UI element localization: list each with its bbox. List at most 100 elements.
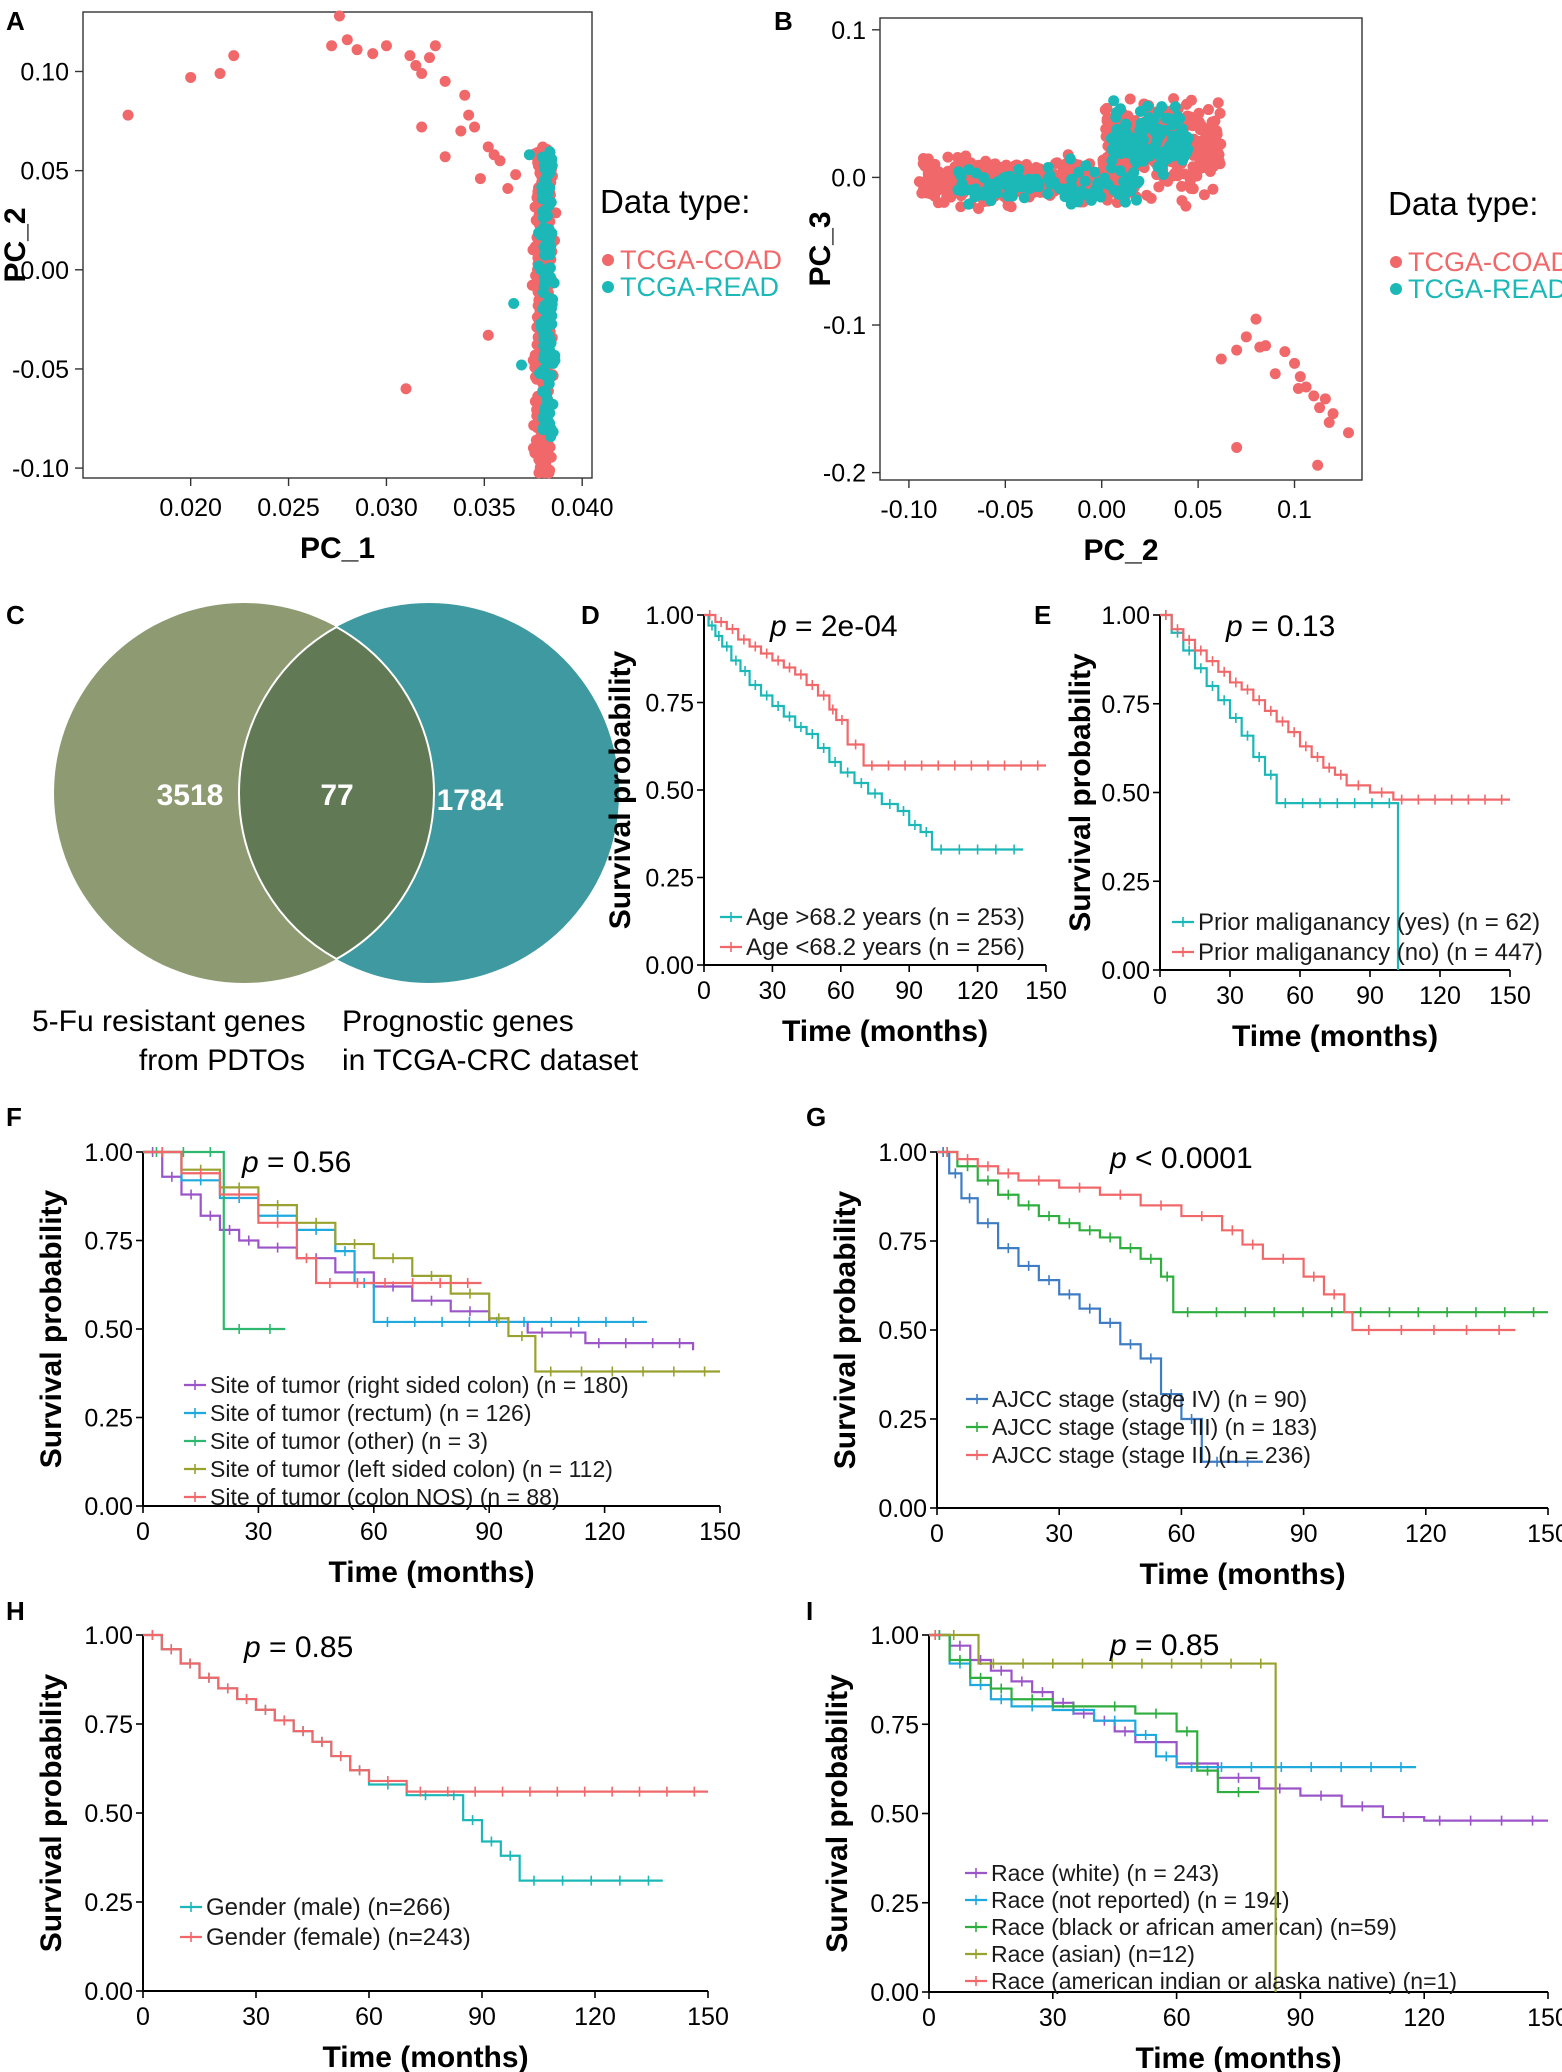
point-coad bbox=[929, 158, 941, 170]
point-coad bbox=[367, 48, 379, 60]
x-tick-label: 150 bbox=[687, 2003, 729, 2031]
point-read bbox=[1106, 144, 1118, 156]
panel-label: G bbox=[806, 1102, 826, 1132]
point-read bbox=[508, 297, 520, 309]
point-coad bbox=[502, 182, 514, 194]
point-read bbox=[536, 181, 548, 193]
point-coad bbox=[333, 10, 345, 22]
x-tick-label: 150 bbox=[1489, 982, 1531, 1010]
point-read bbox=[1130, 133, 1142, 145]
x-tick-label: 120 bbox=[957, 977, 999, 1005]
p-value-text: = 0.56 bbox=[259, 1146, 352, 1179]
point-coad bbox=[1314, 402, 1326, 414]
point-coad bbox=[494, 155, 506, 167]
x-tick-label: 90 bbox=[895, 977, 923, 1005]
point-coad bbox=[459, 89, 471, 101]
y-tick-label: 1.00 bbox=[1101, 602, 1150, 630]
legend-label: Race (white) (n = 243) bbox=[991, 1860, 1219, 1886]
point-coad bbox=[185, 71, 197, 83]
point-read bbox=[1169, 101, 1181, 113]
y-tick-label: -0.1 bbox=[823, 312, 866, 340]
y-axis-title: PC_2 bbox=[0, 207, 32, 282]
point-read bbox=[963, 198, 975, 210]
p-value-text: < 0.0001 bbox=[1127, 1142, 1253, 1175]
x-tick-label: 90 bbox=[1290, 1520, 1318, 1548]
survival-curve bbox=[929, 1633, 1277, 1992]
legend-label: Site of tumor (colon NOS) (n = 88) bbox=[210, 1484, 560, 1510]
x-tick-label: 150 bbox=[1025, 977, 1067, 1005]
y-tick-label: -0.10 bbox=[12, 455, 69, 483]
point-coad bbox=[400, 383, 412, 395]
x-tick-label: 30 bbox=[1045, 1520, 1073, 1548]
survival-curve bbox=[143, 1633, 708, 1793]
x-tick-label: 120 bbox=[1405, 1520, 1447, 1548]
point-read bbox=[1059, 191, 1071, 203]
y-tick-label: 0.50 bbox=[84, 1800, 133, 1828]
survival-curve bbox=[929, 1633, 1548, 1822]
point-coad bbox=[341, 34, 353, 46]
y-tick-label: 0.00 bbox=[878, 1495, 927, 1523]
point-read bbox=[1139, 123, 1151, 135]
point-coad bbox=[1231, 442, 1243, 454]
y-tick-label: 1.00 bbox=[870, 1622, 919, 1650]
panel-a: 0.020 0.025 0.030 0.035 0.040 0.10 0.05 0.00 -0.… bbox=[0, 6, 782, 565]
x-tick-label: 0.025 bbox=[257, 494, 320, 522]
point-coad bbox=[1187, 183, 1199, 195]
point-read bbox=[991, 176, 1003, 188]
point-read bbox=[1172, 110, 1184, 122]
point-coad bbox=[1319, 393, 1331, 405]
x-tick-label: 30 bbox=[244, 1518, 272, 1546]
point-coad bbox=[1005, 201, 1017, 213]
x-tick-label: 0 bbox=[930, 1520, 944, 1548]
point-read bbox=[1167, 130, 1179, 142]
x-tick-label: 30 bbox=[242, 2003, 270, 2031]
point-coad bbox=[1176, 180, 1188, 192]
y-axis-title: Survival probability bbox=[35, 1673, 68, 1952]
scatter-points bbox=[122, 10, 562, 479]
y-axis-title: Survival probability bbox=[829, 1190, 862, 1469]
point-read bbox=[1128, 166, 1140, 178]
venn-label-right-1: Prognostic genes bbox=[342, 1005, 574, 1038]
point-read bbox=[1080, 188, 1092, 200]
venn-count-right: 1784 bbox=[437, 784, 504, 817]
point-read bbox=[1121, 139, 1133, 151]
point-read bbox=[1044, 178, 1056, 190]
x-tick-label: 60 bbox=[355, 2003, 383, 2031]
point-coad bbox=[416, 67, 428, 79]
survival-curve bbox=[704, 613, 1024, 851]
x-axis-title: Time (months) bbox=[1232, 1020, 1438, 1053]
point-coad bbox=[463, 109, 475, 121]
point-coad bbox=[439, 75, 451, 87]
legend-label: Site of tumor (right sided colon) (n = 1… bbox=[210, 1372, 629, 1398]
point-coad bbox=[527, 442, 539, 454]
point-read bbox=[1134, 105, 1146, 117]
point-coad bbox=[1214, 158, 1226, 170]
legend-label-read: TCGA-READ bbox=[620, 272, 779, 302]
legend-label: Gender (male) (n=266) bbox=[206, 1894, 451, 1921]
survival-curve bbox=[143, 1150, 647, 1324]
point-read bbox=[1092, 177, 1104, 189]
point-coad bbox=[1193, 149, 1205, 161]
point-read bbox=[541, 315, 553, 327]
panel-label: F bbox=[6, 1102, 22, 1132]
x-tick-label: 150 bbox=[1527, 2004, 1562, 2032]
point-read bbox=[543, 292, 555, 304]
point-read bbox=[953, 166, 965, 178]
point-coad bbox=[1231, 344, 1243, 356]
point-read bbox=[1044, 170, 1056, 182]
point-coad bbox=[1000, 159, 1012, 171]
point-read bbox=[1080, 160, 1092, 172]
x-tick-label: 90 bbox=[468, 2003, 496, 2031]
point-coad bbox=[1198, 189, 1210, 201]
x-tick-label: 120 bbox=[1403, 2004, 1445, 2032]
y-tick-label: 0.00 bbox=[1101, 957, 1150, 985]
point-coad bbox=[1292, 382, 1304, 394]
point-read bbox=[1157, 169, 1169, 181]
point-read bbox=[1102, 178, 1114, 190]
point-read bbox=[541, 246, 553, 258]
x-axis-title: Time (months) bbox=[1139, 1558, 1345, 1591]
point-read bbox=[1095, 191, 1107, 203]
point-coad bbox=[1124, 93, 1136, 105]
y-tick-label: 0.10 bbox=[20, 58, 69, 86]
point-coad bbox=[1260, 340, 1272, 352]
